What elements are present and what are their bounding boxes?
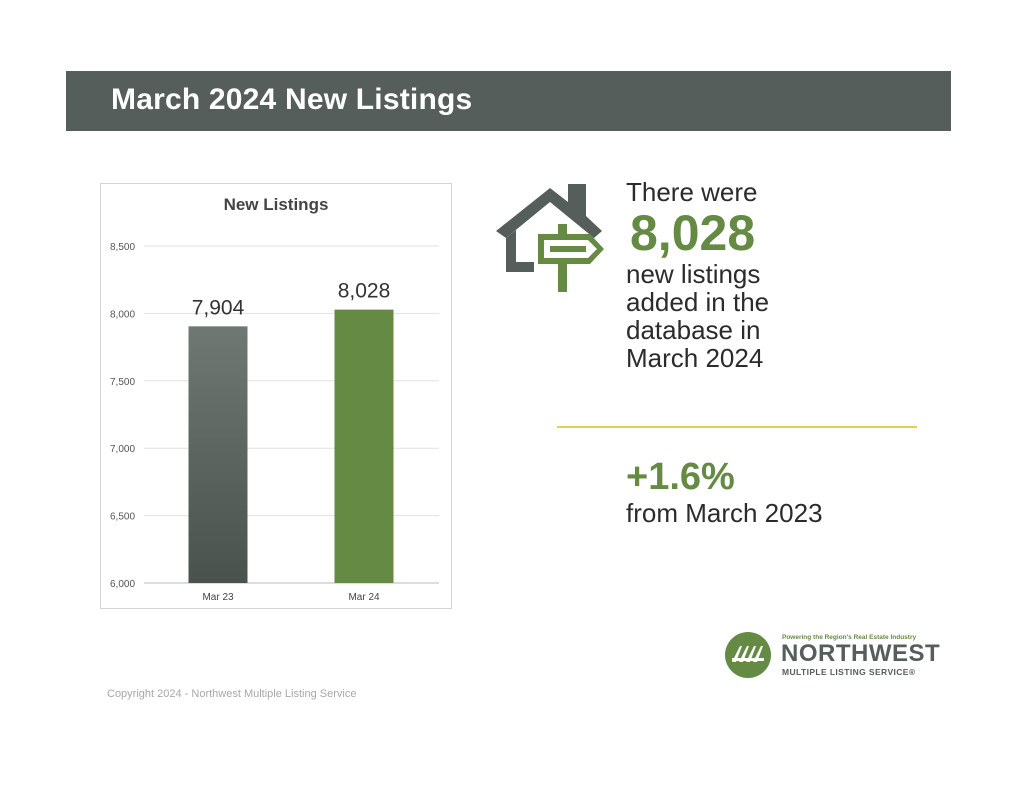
change-value: +1.6% bbox=[626, 456, 735, 498]
stat-line-4: database in bbox=[626, 315, 761, 345]
bar-value-label: 7,904 bbox=[192, 296, 245, 319]
house-signpost-icon bbox=[496, 184, 604, 292]
bar-value-label: 8,028 bbox=[338, 280, 391, 303]
x-tick-label: Mar 24 bbox=[348, 592, 380, 603]
chart-title: New Listings bbox=[224, 195, 329, 214]
logo-name: NORTHWEST bbox=[781, 640, 941, 667]
new-listings-chart: New Listings 6,000 6,500 7,000 7,500 8,000 8,… bbox=[100, 183, 452, 609]
logo-subname: MULTIPLE LISTING SERVICE® bbox=[782, 667, 916, 677]
y-tick-label: 7,500 bbox=[110, 377, 135, 388]
y-tick-label: 6,500 bbox=[110, 512, 135, 523]
stat-summary: There were 8,028 new listings added in t… bbox=[626, 178, 769, 372]
stat-line-2: new listings bbox=[626, 259, 761, 289]
stat-value: 8,028 bbox=[630, 205, 756, 261]
y-tick-label: 6,000 bbox=[110, 579, 135, 590]
chart-svg: New Listings 6,000 6,500 7,000 7,500 8,000 8,… bbox=[110, 195, 439, 603]
y-tick-label: 7,000 bbox=[110, 444, 135, 455]
bar-mar-24 bbox=[334, 309, 394, 583]
divider-line bbox=[557, 426, 917, 428]
logo-registered-mark: ® bbox=[908, 667, 916, 677]
y-tick-label: 8,000 bbox=[110, 309, 135, 320]
y-tick-label: 8,500 bbox=[110, 242, 135, 253]
change-summary: +1.6% from March 2023 bbox=[626, 456, 823, 528]
logo-subname-text: MULTIPLE LISTING SERVICE bbox=[782, 667, 909, 677]
stat-line-3: added in the bbox=[626, 287, 770, 317]
nwmls-logo-icon bbox=[725, 632, 771, 678]
stat-line-1: There were bbox=[626, 177, 758, 207]
change-label: from March 2023 bbox=[626, 498, 823, 528]
page-title: March 2024 New Listings bbox=[111, 83, 473, 116]
copyright-text: Copyright 2024 - Northwest Multiple List… bbox=[107, 688, 357, 700]
bar-mar-23 bbox=[188, 326, 248, 583]
x-tick-label: Mar 23 bbox=[202, 592, 234, 603]
header-banner: March 2024 New Listings bbox=[66, 71, 951, 131]
logo-tagline: Powering the Region's Real Estate Indust… bbox=[782, 634, 917, 641]
stat-line-5: March 2024 bbox=[626, 343, 764, 373]
